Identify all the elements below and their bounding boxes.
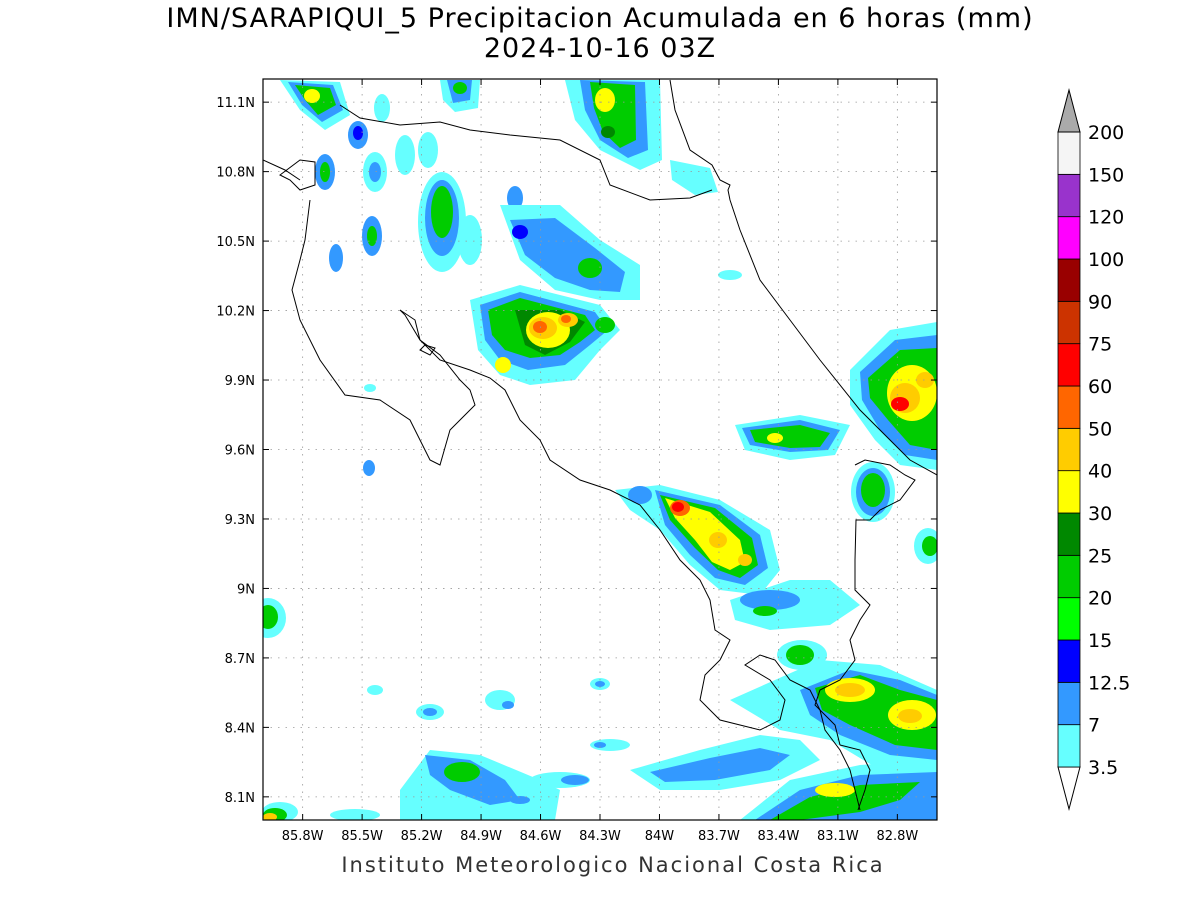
lat-tick-label: 9.9N — [225, 374, 255, 389]
colorbar-label: 200 — [1088, 122, 1124, 144]
lat-tick-label: 9.3N — [225, 513, 255, 528]
colorbar-swatch — [1057, 597, 1081, 641]
lon-tick-label: 84W — [645, 829, 675, 844]
lat-tick-label: 10.8N — [216, 166, 255, 181]
colorbar-swatch — [1057, 512, 1081, 556]
colorbar-swatch — [1057, 216, 1081, 260]
footer-credit: Instituto Meteorologico Nacional Costa R… — [341, 853, 885, 877]
lon-tick-label: 83.1W — [817, 829, 859, 844]
lat-tick-label: 8.1N — [225, 791, 255, 806]
lon-tick-label: 85.5W — [341, 829, 383, 844]
precip-cell — [851, 462, 895, 522]
coastlines — [263, 79, 937, 811]
colorbar-label: 150 — [1088, 164, 1124, 186]
colorbar-label: 15 — [1088, 630, 1112, 652]
colorbar-swatch — [1057, 639, 1081, 683]
lon-tick-label: 85.8W — [282, 829, 324, 844]
precip-cell — [670, 160, 718, 195]
lon-tick-label: 83.4W — [758, 829, 800, 844]
colorbar-label: 90 — [1088, 291, 1112, 313]
lat-tick-label: 11.1N — [216, 96, 255, 111]
colorbar-over-arrow — [1057, 88, 1081, 133]
colorbar-swatch — [1057, 724, 1081, 768]
colorbar-swatch — [1057, 554, 1081, 599]
lon-tick-label: 83.7W — [698, 829, 740, 844]
lat-tick-label: 9.6N — [225, 444, 255, 459]
precip-cell — [418, 172, 466, 272]
lat-tick-label: 9N — [237, 582, 255, 597]
colorbar-label: 30 — [1088, 503, 1112, 525]
lon-tick-label: 84.6W — [520, 829, 562, 844]
colorbar-label: 120 — [1088, 207, 1124, 229]
colorbar-swatch — [1057, 385, 1081, 429]
colorbar-label: 60 — [1088, 376, 1112, 398]
colorbar-label: 100 — [1088, 249, 1124, 271]
lat-tick-label: 10.5N — [216, 235, 255, 250]
colorbar-legend: 3.5 7 12.5 15 20 25 30 40 50 60 75 90 100 120 150 200 — [1057, 88, 1130, 811]
lon-tick-label: 82.8W — [876, 829, 918, 844]
colorbar-label: 3.5 — [1088, 757, 1118, 779]
precip-cell — [730, 580, 860, 630]
lat-tick-label: 8.7N — [225, 652, 255, 667]
precip-cell — [280, 80, 350, 130]
precip-cell — [740, 760, 937, 820]
colorbar-label: 7 — [1088, 715, 1100, 737]
colorbar-label: 20 — [1088, 588, 1112, 610]
precipitation-layer — [263, 80, 937, 820]
colorbar-swatch — [1057, 258, 1081, 302]
colorbar-swatch — [1057, 173, 1081, 218]
precip-cell — [730, 660, 937, 770]
colorbar-swatch — [1057, 681, 1081, 726]
precip-cell — [615, 485, 780, 595]
precip-cell — [470, 285, 620, 385]
precip-cell — [565, 80, 662, 170]
lon-tick-label: 84.3W — [579, 829, 621, 844]
colorbar-swatch — [1057, 300, 1081, 345]
colorbar-label: 50 — [1088, 418, 1112, 440]
colorbar-swatch — [1057, 470, 1081, 514]
colorbar-swatch — [1057, 131, 1081, 175]
precip-cell — [630, 735, 820, 790]
colorbar-label: 75 — [1088, 334, 1112, 356]
lat-tick-label: 10.2N — [216, 305, 255, 320]
longitude-axis: 85.8W 85.5W 85.2W 84.9W 84.6W 84.3W 84W 83.7W 83… — [282, 79, 918, 844]
precip-cell — [440, 80, 480, 112]
precip-cell — [735, 415, 850, 460]
colorbar-label: 40 — [1088, 461, 1112, 483]
colorbar-label: 25 — [1088, 545, 1112, 567]
colorbar-label: 12.5 — [1088, 672, 1130, 694]
colorbar-swatch — [1057, 343, 1081, 387]
lon-tick-label: 85.2W — [401, 829, 443, 844]
colorbar-under-arrow — [1057, 766, 1081, 811]
latitude-axis: 11.1N 10.8N 10.5N 10.2N 9.9N 9.6N 9.3N 9N 8.7N 8.… — [216, 96, 937, 806]
map-title: IMN/SARAPIQUI_5 Precipitacion Acumulada … — [166, 3, 1034, 34]
lat-tick-label: 8.4N — [225, 721, 255, 736]
precip-cell — [500, 205, 640, 300]
colorbar-swatch — [1057, 427, 1081, 472]
map-subtitle-date: 2024-10-16 03Z — [483, 33, 717, 64]
lon-tick-label: 84.9W — [460, 829, 502, 844]
